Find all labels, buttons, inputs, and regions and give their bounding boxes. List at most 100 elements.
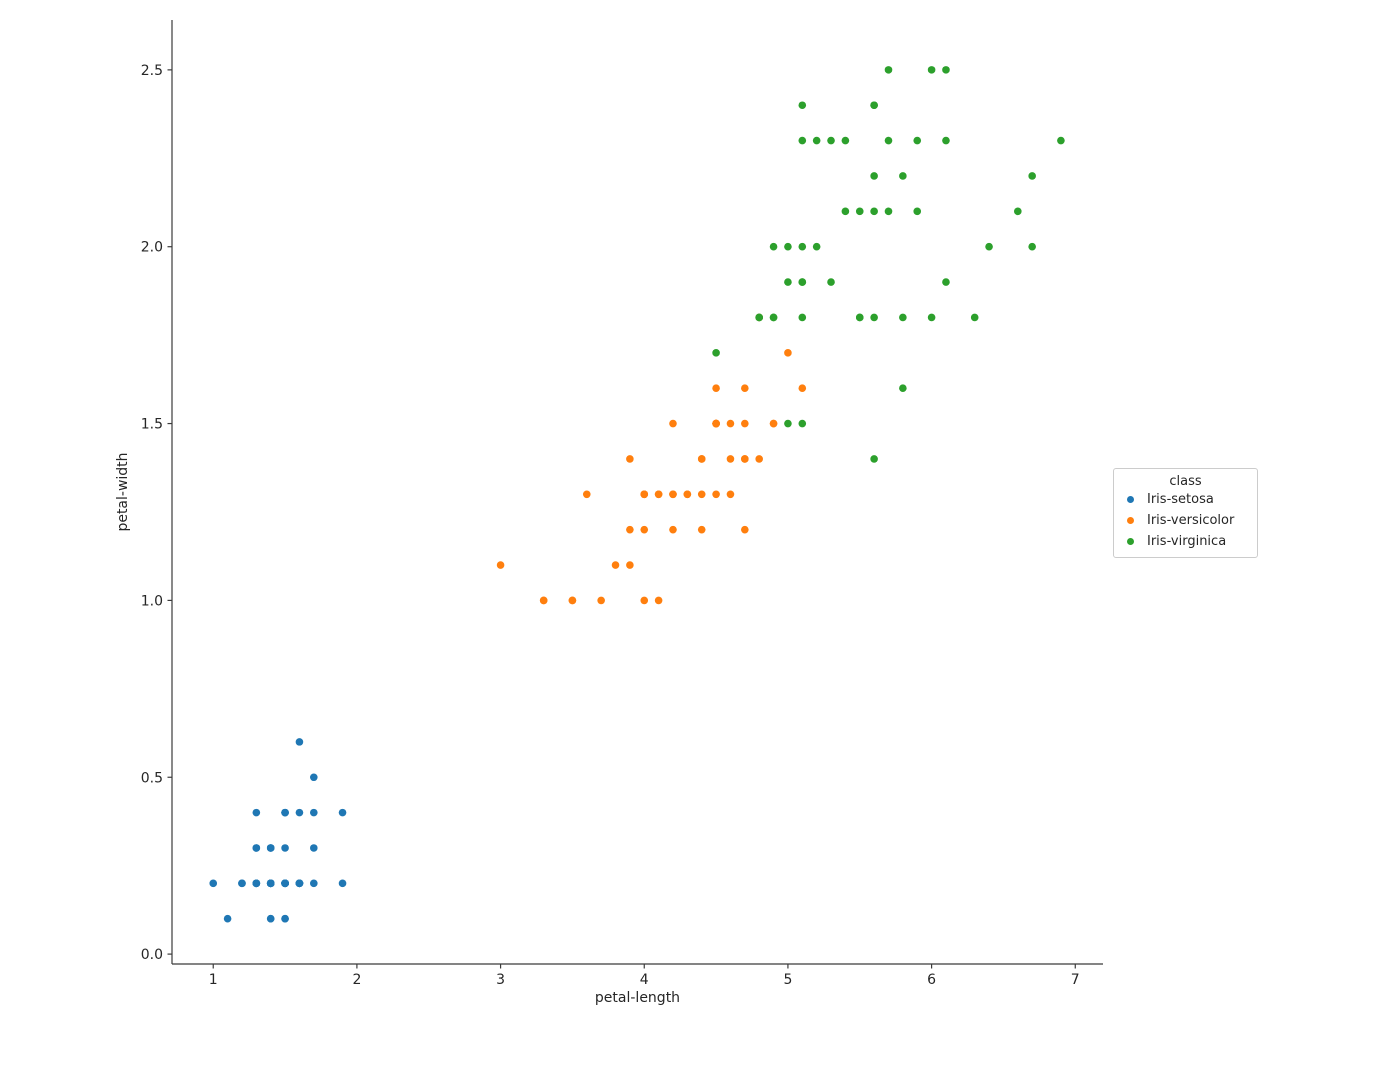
x-axis-label: petal-length: [594, 990, 681, 1006]
data-point: [899, 313, 907, 322]
data-point: [870, 313, 878, 322]
series-iris-versicolor: [496, 313, 807, 605]
data-point: [755, 313, 763, 322]
data-point: [252, 879, 261, 888]
data-point: [611, 561, 620, 569]
data-point: [640, 596, 649, 605]
y-axis-label: petal-width: [115, 452, 131, 532]
x-tick-label: 3: [496, 972, 505, 988]
x-tick-label: 4: [640, 972, 649, 988]
data-point: [870, 101, 878, 110]
data-point: [784, 349, 792, 357]
data-point: [310, 844, 318, 852]
data-point: [683, 490, 692, 499]
y-tick-label: 1.0: [141, 593, 163, 609]
y-tick-label: 1.5: [141, 417, 163, 433]
data-point: [784, 242, 792, 251]
y-tick-label: 2.0: [141, 240, 163, 256]
data-point: [252, 844, 261, 852]
data-point: [741, 384, 749, 392]
data-point: [798, 242, 807, 251]
legend-item-iris-virginica: Iris-virginica: [1114, 531, 1257, 552]
data-point: [266, 914, 275, 923]
data-point: [970, 313, 979, 322]
data-point: [942, 66, 950, 74]
legend-item-iris-versicolor: Iris-versicolor: [1114, 510, 1257, 531]
data-point: [626, 561, 634, 569]
data-point: [654, 596, 663, 605]
data-point: [726, 455, 735, 463]
data-point: [697, 490, 706, 499]
data-point: [310, 773, 318, 782]
data-point: [812, 136, 821, 145]
data-point: [769, 242, 778, 251]
data-point: [597, 596, 605, 605]
data-point: [769, 313, 778, 322]
data-point: [798, 278, 807, 286]
data-point: [338, 879, 347, 888]
y-tick-label: 0.0: [141, 947, 163, 963]
x-tick-label: 5: [783, 972, 792, 988]
x-tick-label: 1: [209, 972, 218, 988]
series-iris-setosa: [209, 738, 347, 923]
data-point: [927, 313, 936, 322]
legend-marker-icon: [1127, 517, 1134, 524]
data-point: [884, 136, 893, 145]
data-point: [827, 136, 835, 145]
data-point: [266, 879, 275, 888]
legend-item-label: Iris-versicolor: [1147, 513, 1235, 528]
data-point: [669, 525, 677, 534]
series-iris-virginica: [712, 66, 1065, 463]
data-point: [338, 808, 347, 817]
data-point: [798, 101, 807, 110]
data-point: [697, 455, 706, 463]
data-point: [295, 738, 304, 746]
legend-item-iris-setosa: Iris-setosa: [1114, 489, 1257, 510]
data-point: [942, 136, 950, 145]
data-point: [281, 914, 289, 923]
data-point: [209, 879, 218, 888]
data-point: [884, 66, 893, 74]
data-point: [252, 808, 261, 817]
data-point: [784, 419, 792, 428]
data-point: [899, 172, 907, 180]
data-point: [712, 419, 720, 428]
data-point: [712, 490, 720, 499]
data-point: [669, 490, 677, 499]
data-point: [841, 136, 850, 145]
data-point: [539, 596, 548, 605]
data-point: [496, 561, 505, 569]
legend: class Iris-setosa Iris-versicolor Iris-vir…: [1113, 468, 1258, 558]
data-point: [985, 242, 993, 251]
data-point: [927, 66, 936, 74]
data-point: [238, 879, 246, 888]
data-point: [784, 278, 792, 286]
x-tick-label: 6: [927, 972, 936, 988]
data-point: [726, 490, 735, 499]
y-tick-label: 2.5: [141, 63, 163, 79]
data-point: [769, 419, 778, 428]
data-point: [295, 808, 304, 817]
data-point: [913, 136, 922, 145]
data-point: [741, 419, 749, 428]
data-point: [712, 349, 720, 357]
y-tick-label: 0.5: [141, 770, 163, 786]
legend-marker-icon: [1127, 496, 1134, 503]
data-point: [798, 384, 807, 392]
data-point: [1014, 207, 1022, 216]
data-point: [582, 490, 591, 499]
data-point: [697, 525, 706, 534]
data-point: [755, 455, 763, 463]
data-point: [640, 490, 649, 499]
data-point: [798, 136, 807, 145]
data-point: [812, 242, 821, 251]
data-point: [870, 455, 878, 463]
data-point: [310, 879, 318, 888]
data-point: [568, 596, 577, 605]
data-point: [626, 525, 634, 534]
data-point: [281, 844, 289, 852]
data-point: [913, 207, 922, 216]
data-point: [870, 172, 878, 180]
data-point: [726, 419, 735, 428]
